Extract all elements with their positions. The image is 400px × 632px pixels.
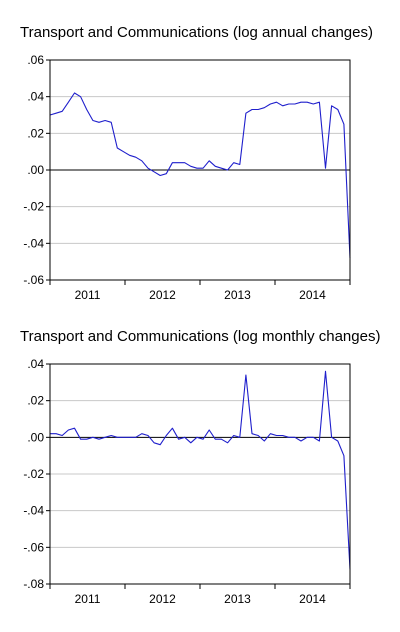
y-tick-label: -.08 xyxy=(23,577,44,591)
x-tick-label: 2011 xyxy=(75,288,101,302)
y-tick-label: .02 xyxy=(27,394,44,408)
y-tick-label: -.04 xyxy=(23,236,44,250)
chart-title-annual: Transport and Communications (log annual… xyxy=(20,24,373,41)
x-tick-label: 2014 xyxy=(299,288,326,302)
series-line xyxy=(49,92,351,259)
chart-title-monthly: Transport and Communications (log monthl… xyxy=(20,328,381,345)
x-tick-label: 2012 xyxy=(149,592,176,606)
y-tick-label: .00 xyxy=(27,430,44,444)
y-tick-label: -.02 xyxy=(23,200,44,214)
plot-frame xyxy=(49,363,351,585)
y-tick-label: .04 xyxy=(27,90,44,104)
y-tick-label: .00 xyxy=(27,163,44,177)
y-tick-label: -.06 xyxy=(23,540,44,554)
y-tick-label: -.02 xyxy=(23,467,44,481)
y-tick-label: -.06 xyxy=(23,273,44,287)
plot-frame xyxy=(49,59,351,281)
x-tick-label: 2014 xyxy=(299,592,326,606)
series-line xyxy=(50,370,351,570)
x-tick-label: 2013 xyxy=(224,288,251,302)
y-tick-label: .02 xyxy=(27,126,44,140)
x-tick-label: 2013 xyxy=(224,592,251,606)
x-tick-label: 2012 xyxy=(149,288,176,302)
y-tick-label: .04 xyxy=(27,357,44,371)
y-tick-label: -.04 xyxy=(23,504,44,518)
x-tick-label: 2011 xyxy=(75,592,101,606)
y-tick-label: .06 xyxy=(27,53,44,67)
